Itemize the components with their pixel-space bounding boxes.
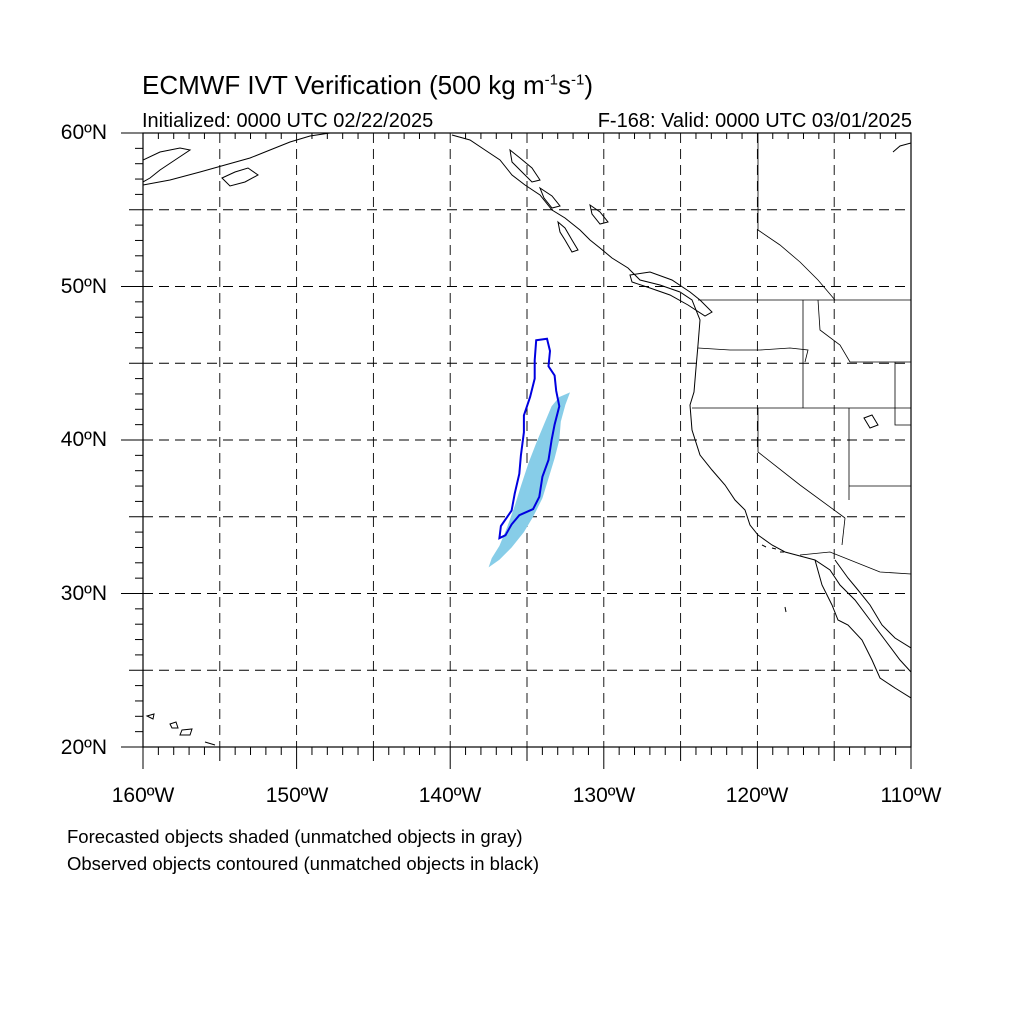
lon-label-110w: 110ºW bbox=[880, 784, 942, 807]
axis-ticks bbox=[121, 132, 912, 769]
california-nevada-border bbox=[757, 408, 846, 519]
guadalupe-island bbox=[784, 606, 787, 613]
coastline-layer bbox=[143, 133, 911, 746]
baja-coastline bbox=[814, 559, 911, 699]
great-salt-lake bbox=[863, 414, 879, 429]
political-boundaries bbox=[692, 133, 911, 575]
valid-time: F-168: Valid: 0000 UTC 03/01/2025 bbox=[597, 110, 912, 132]
west-coast-coastline bbox=[451, 134, 911, 673]
wyoming-border bbox=[894, 362, 911, 426]
graticule-grid bbox=[143, 133, 911, 747]
arizona-sonora-line bbox=[841, 517, 846, 546]
alaska-south-coast bbox=[143, 133, 331, 186]
alaska-peninsula bbox=[143, 147, 192, 183]
chart-title: ECMWF IVT Verification (500 kg m-1s-1) bbox=[142, 70, 593, 100]
alaska-islands bbox=[509, 148, 609, 225]
plot-frame bbox=[142, 132, 912, 748]
lat-label-30n: 30ºN bbox=[60, 582, 107, 605]
lat-label-60n: 60ºN bbox=[60, 121, 107, 144]
bc-alberta-border bbox=[757, 133, 836, 301]
forecast-object-shading bbox=[488, 392, 570, 568]
lon-label-140w: 140ºW bbox=[418, 784, 482, 807]
forecast-note: Forecasted objects shaded (unmatched obj… bbox=[67, 826, 523, 847]
northeast-coast bbox=[892, 142, 911, 153]
lon-label-130w: 130ºW bbox=[572, 784, 636, 807]
lon-label-120w: 120ºW bbox=[725, 784, 789, 807]
observed-note: Observed objects contoured (unmatched ob… bbox=[67, 853, 540, 874]
haida-gwaii bbox=[557, 220, 579, 253]
lon-label-150w: 150ºW bbox=[265, 784, 329, 807]
observed-object-contour bbox=[498, 337, 561, 540]
idaho-montana-border bbox=[817, 299, 911, 363]
lat-label-40n: 40ºN bbox=[60, 428, 107, 451]
kodiak-island bbox=[221, 167, 259, 187]
hawaii-islands bbox=[145, 713, 216, 746]
channel-islands bbox=[761, 544, 784, 553]
lat-label-50n: 50ºN bbox=[60, 275, 107, 298]
us-mexico-border bbox=[799, 551, 911, 575]
vancouver-island bbox=[629, 271, 713, 317]
lon-label-160w: 160ºW bbox=[111, 784, 175, 807]
washington-oregon-border bbox=[697, 347, 809, 363]
lat-label-20n: 20ºN bbox=[60, 736, 107, 759]
gulf-of-california-coastline bbox=[834, 559, 911, 649]
initialized-time: Initialized: 0000 UTC 02/22/2025 bbox=[142, 110, 434, 132]
